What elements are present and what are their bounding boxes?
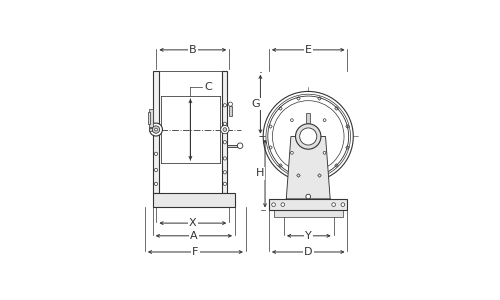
Circle shape [281,203,284,206]
Circle shape [220,125,229,134]
Circle shape [154,168,158,172]
Circle shape [306,194,310,199]
Circle shape [300,128,317,145]
Circle shape [152,126,160,133]
Circle shape [272,203,276,206]
Circle shape [154,152,158,155]
Circle shape [290,152,294,154]
Circle shape [150,123,162,136]
Bar [153,193,235,207]
Circle shape [154,128,158,131]
Polygon shape [286,136,330,199]
Text: X: X [189,218,196,228]
Text: D: D [304,247,312,257]
Circle shape [154,182,158,185]
Circle shape [323,152,326,154]
Bar [154,70,158,193]
Bar [150,109,154,127]
Bar [148,112,150,124]
Circle shape [223,157,226,160]
Text: C: C [204,82,212,92]
Text: E: E [304,45,312,55]
Circle shape [223,128,226,131]
Bar [228,106,232,116]
Bar [274,210,343,217]
Text: G: G [251,99,260,109]
Bar [222,70,228,193]
Circle shape [228,102,232,106]
Circle shape [223,104,226,107]
Bar [269,199,347,210]
Bar [149,128,154,131]
Text: B: B [189,45,196,55]
Circle shape [296,124,321,149]
Text: F: F [192,247,198,257]
Circle shape [223,171,226,174]
Circle shape [290,119,294,122]
Circle shape [323,119,326,122]
Bar [228,145,240,147]
Circle shape [238,143,243,148]
Circle shape [223,182,226,185]
Text: A: A [190,231,198,241]
Circle shape [332,203,336,206]
Circle shape [223,141,226,144]
Text: Y: Y [306,231,312,241]
Circle shape [223,122,226,125]
Bar [306,113,310,123]
Text: H: H [256,168,264,178]
Circle shape [263,92,354,182]
Circle shape [341,203,344,206]
